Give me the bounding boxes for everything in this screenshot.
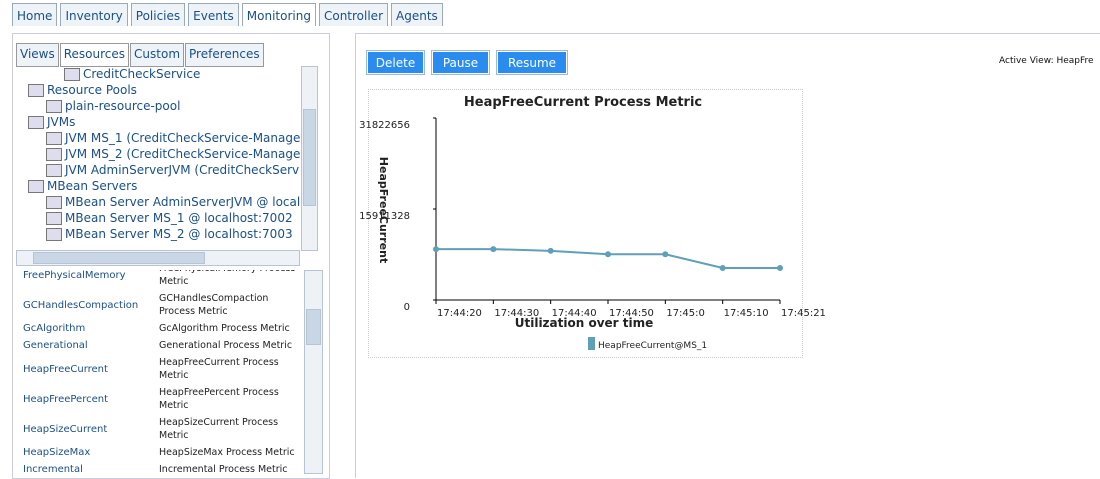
tree-row[interactable]: MBean Server AdminServerJVM @ localh — [16, 194, 300, 210]
tree-row[interactable]: Resource Pools — [16, 82, 300, 98]
tree-icon — [28, 179, 44, 193]
tree-label[interactable]: JVMs — [47, 115, 76, 129]
tab[interactable]: Agents — [391, 3, 443, 26]
tab[interactable]: Events — [188, 3, 239, 26]
tree-icon — [46, 195, 62, 209]
metric-name[interactable]: FreePhysicalMemory — [23, 270, 126, 281]
metric-row[interactable]: HeapSizeCurrent HeapSizeCurrent Process M… — [21, 414, 301, 444]
tree-label[interactable]: MBean Servers — [47, 179, 138, 193]
tree-label[interactable]: JVM MS_1 (CreditCheckService-Manage — [65, 131, 300, 145]
tree-hscrollbar[interactable] — [16, 250, 300, 266]
metric-name[interactable]: HeapFreePercent — [23, 393, 108, 405]
left-tab[interactable]: Custom — [130, 43, 185, 67]
metric-name[interactable]: HeapSizeCurrent — [23, 423, 108, 435]
metric-desc: FreePhysicalMemory Process Metric — [159, 270, 296, 287]
tree-label[interactable]: MBean Server MS_2 @ localhost:7003 — [65, 227, 293, 241]
resource-tree: CreditCheckService Resource Pools plain-re… — [16, 66, 300, 249]
tree-label[interactable]: plain-resource-pool — [65, 99, 181, 113]
metric-name[interactable]: Incremental — [23, 464, 83, 475]
metric-table: FreePhysicalMemory FreePhysicalMemory Pro… — [21, 270, 301, 475]
metric-row[interactable]: GCHandlesCompaction GCHandlesCompaction P… — [21, 290, 301, 320]
metric-desc: GCHandlesCompaction Process Metric — [159, 293, 269, 317]
metric-desc: HeapFreeCurrent Process Metric — [159, 357, 279, 381]
metric-row[interactable]: HeapFreeCurrent HeapFreeCurrent Process M… — [21, 354, 301, 384]
tab[interactable]: Policies — [130, 3, 186, 26]
tree-icon — [46, 211, 62, 225]
metric-row[interactable]: Incremental Incremental Process Metric — [21, 461, 301, 475]
tab[interactable]: Home — [12, 3, 58, 26]
tree-label[interactable]: MBean Server MS_1 @ localhost:7002 — [65, 211, 293, 225]
tree-scrollbar[interactable] — [301, 66, 318, 251]
tree-label[interactable]: JVM MS_2 (CreditCheckService-Manage — [65, 147, 300, 161]
tree-row[interactable]: JVM MS_1 (CreditCheckService-Manage — [16, 130, 300, 146]
scroll-thumb[interactable] — [306, 309, 321, 345]
tab[interactable]: Monitoring — [241, 3, 316, 26]
tree-label[interactable]: JVM AdminServerJVM (CreditCheckServi — [65, 163, 300, 177]
scroll-thumb[interactable] — [33, 252, 205, 264]
metric-name[interactable]: HeapSizeMax — [23, 447, 91, 458]
button[interactable]: Delete — [366, 50, 425, 75]
tree-icon — [28, 115, 44, 129]
active-view: Active View: HeapFre — [999, 56, 1094, 66]
tree-icon — [46, 163, 62, 177]
tree-label[interactable]: MBean Server AdminServerJVM @ localh — [65, 195, 300, 209]
tree-icon — [46, 147, 62, 161]
left-tab[interactable]: Resources — [59, 43, 130, 67]
tree-icon — [46, 227, 62, 241]
tree-icon — [64, 67, 80, 81]
right-panel: Active View: HeapFre Delete Pause Resume — [355, 33, 1100, 478]
left-tabs: Views Resources Custom Preferences — [16, 43, 264, 67]
metric-row[interactable]: HeapSizeMax HeapSizeMax Process Metric — [21, 444, 301, 461]
metric-name[interactable]: HeapFreeCurrent — [23, 363, 108, 375]
metric-name[interactable]: GCHandlesCompaction — [23, 299, 139, 311]
tree-row[interactable]: CreditCheckService — [16, 66, 300, 82]
metric-row[interactable]: HeapFreePercent HeapFreePercent Process M… — [21, 384, 301, 414]
button[interactable]: Resume — [496, 50, 568, 75]
metric-name[interactable]: Generational — [23, 340, 88, 351]
metric-row[interactable]: FreePhysicalMemory FreePhysicalMemory Pro… — [21, 270, 301, 290]
tree-icon — [46, 99, 62, 113]
tree-icon — [28, 83, 44, 97]
tree-row[interactable]: plain-resource-pool — [16, 98, 300, 114]
tree-row[interactable]: JVM MS_2 (CreditCheckService-Manage — [16, 146, 300, 162]
tree-label[interactable]: Resource Pools — [47, 83, 137, 97]
tree-row[interactable]: MBean Servers — [16, 178, 300, 194]
top-tabs: Home Inventory Policies Events Monitoring Con… — [12, 3, 443, 26]
metric-row[interactable]: GcAlgorithm GcAlgorithm Process Metric — [21, 320, 301, 337]
metric-name[interactable]: GcAlgorithm — [23, 323, 86, 334]
tab[interactable]: Controller — [318, 3, 388, 26]
button[interactable]: Pause — [431, 50, 490, 75]
metric-desc: Generational Process Metric — [159, 340, 293, 351]
tree-icon — [46, 131, 62, 145]
metric-desc: Incremental Process Metric — [159, 464, 288, 475]
scroll-thumb[interactable] — [303, 109, 316, 206]
tree-row[interactable]: MBean Server MS_1 @ localhost:7002 — [16, 210, 300, 226]
metric-desc: HeapSizeMax Process Metric — [159, 447, 295, 458]
metric-desc: GcAlgorithm Process Metric — [159, 323, 290, 334]
left-panel: Views Resources Custom Preferences CreditCh… — [12, 33, 330, 479]
left-tab[interactable]: Views — [16, 43, 59, 67]
tab[interactable]: Inventory — [60, 3, 128, 26]
chart-frame — [368, 89, 803, 358]
left-tab[interactable]: Preferences — [185, 43, 264, 67]
tree-row[interactable]: MBean Server MS_2 @ localhost:7003 — [16, 226, 300, 242]
metric-desc: HeapFreePercent Process Metric — [159, 387, 279, 411]
tree-row[interactable]: JVMs — [16, 114, 300, 130]
metric-list: FreePhysicalMemory FreePhysicalMemory Pro… — [21, 270, 303, 475]
metric-row[interactable]: Generational Generational Process Metric — [21, 337, 301, 354]
tree-row[interactable]: JVM AdminServerJVM (CreditCheckServi — [16, 162, 300, 178]
tree-label[interactable]: CreditCheckService — [83, 67, 201, 81]
metric-scrollbar[interactable] — [304, 270, 323, 474]
metric-desc: HeapSizeCurrent Process Metric — [159, 417, 279, 441]
